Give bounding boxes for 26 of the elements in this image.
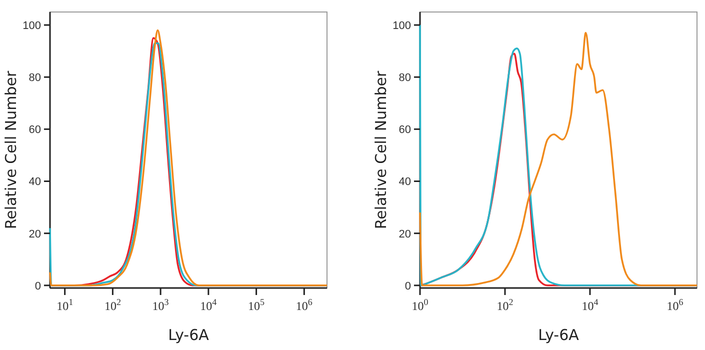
x-tick-label: 10$^{6}$: [296, 297, 313, 313]
x-tick-label: 10$^{2}$: [496, 297, 514, 313]
x-tick-label: 10$^{4}$: [582, 297, 599, 313]
y-tick-label: 20: [28, 228, 41, 240]
y-tick-label: 60: [28, 124, 41, 136]
y-tick-label: 20: [398, 228, 411, 240]
x-tick-label: 10$^{4}$: [200, 297, 218, 313]
x-tick-label: 10$^{1}$: [56, 297, 74, 313]
y-tick-label: 60: [398, 124, 411, 136]
y-tick-label: 40: [28, 176, 41, 188]
y-axis-title: Relative Cell Number: [372, 70, 390, 230]
x-tick-label: 10$^{5}$: [248, 297, 266, 313]
y-tick-label: 80: [398, 72, 411, 84]
x-tick-label: 10$^{2}$: [104, 297, 121, 313]
y-tick-label: 40: [398, 176, 411, 188]
x-tick-label: 10$^{3}$: [152, 297, 170, 313]
y-axis-title: Relative Cell Number: [2, 70, 20, 230]
y-tick-label: 0: [34, 280, 41, 292]
y-tick-label: 80: [28, 72, 41, 84]
x-axis-title: Ly-6A: [538, 326, 580, 344]
y-tick-label: 100: [392, 20, 411, 32]
x-tick-label: 10$^{0}$: [412, 297, 429, 313]
y-tick-label: 100: [22, 20, 41, 32]
x-tick-label: 10$^{6}$: [666, 297, 684, 313]
y-tick-label: 0: [404, 280, 411, 292]
x-axis-title: Ly-6A: [168, 326, 210, 344]
